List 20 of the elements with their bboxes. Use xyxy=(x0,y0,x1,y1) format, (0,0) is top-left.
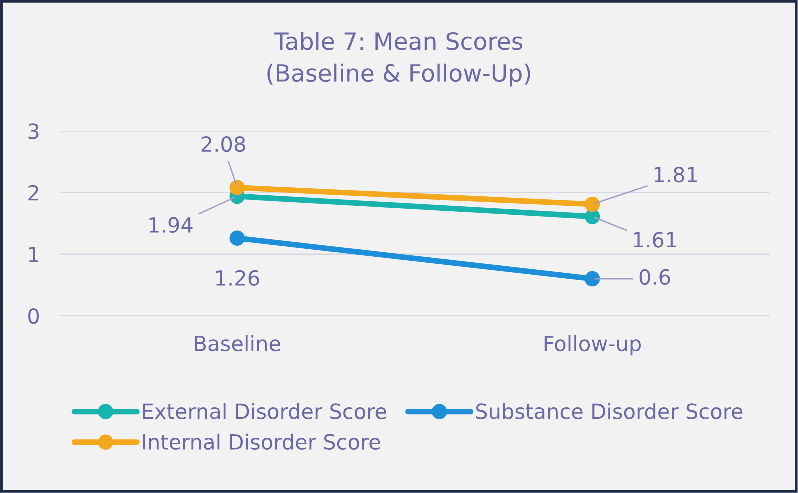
legend-label: Internal Disorder Score xyxy=(143,434,380,450)
data-label: 1.94 xyxy=(150,217,193,234)
data-label: 2.08 xyxy=(202,136,246,152)
point xyxy=(584,196,600,212)
data-label: 1.81 xyxy=(654,166,698,183)
point xyxy=(230,230,246,246)
y-tick-label: 1 xyxy=(29,247,38,262)
x-tick-label: Baseline xyxy=(195,335,280,352)
y-tick-label: 0 xyxy=(28,308,40,324)
y-tick-label: 3 xyxy=(28,124,39,140)
point xyxy=(230,180,246,196)
y-tick-label: 2 xyxy=(28,185,38,201)
point xyxy=(584,271,600,287)
data-label: 0.6 xyxy=(640,269,670,286)
data-label: 1.61 xyxy=(634,232,676,248)
legend-label: External Disorder Score xyxy=(143,403,386,420)
data-label: 1.26 xyxy=(216,270,260,286)
x-tick-label: Follow-up xyxy=(544,335,642,356)
legend-label: Substance Disorder Score xyxy=(476,403,743,420)
chart-title: Table 7: Mean Scores (Baseline & Follow-Up) xyxy=(268,32,530,87)
